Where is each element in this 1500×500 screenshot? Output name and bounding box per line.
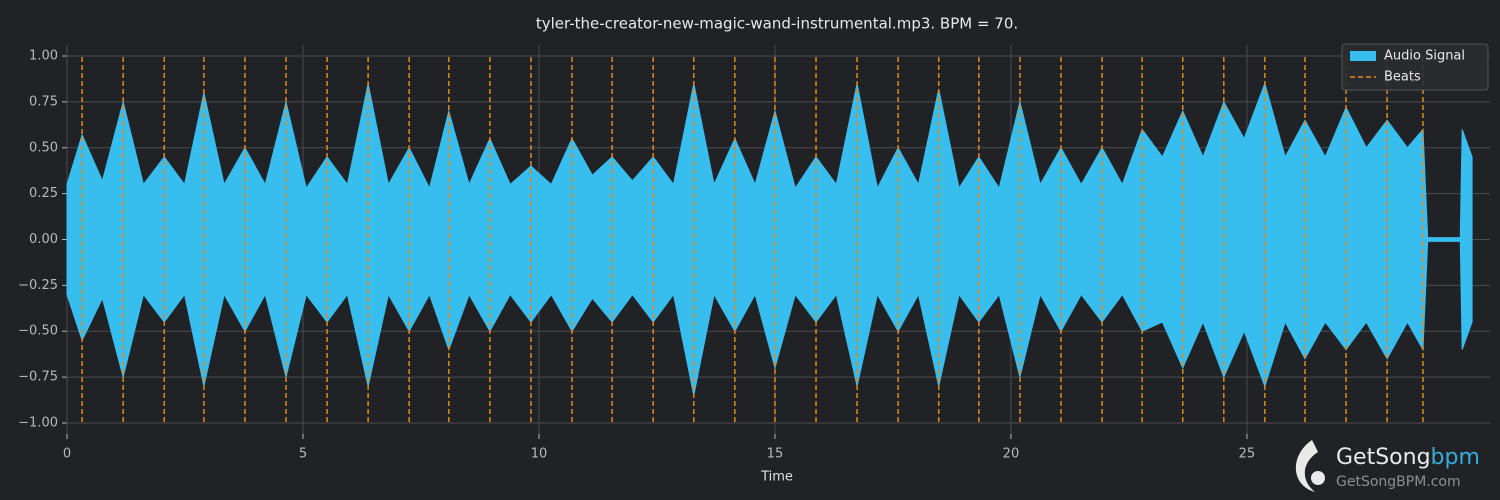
watermark-brand-accent: bpm: [1431, 445, 1480, 470]
y-tick-label: −0.25: [18, 278, 58, 293]
audio-area: [66, 239, 1473, 396]
y-tick-label: 0.00: [29, 232, 58, 247]
legend-swatch: [1350, 51, 1376, 61]
x-tick-label: 25: [1239, 447, 1256, 462]
x-tick-label: 15: [767, 447, 784, 462]
y-tick-label: 0.50: [29, 140, 58, 155]
watermark-logo: [1295, 440, 1318, 492]
x-tick-label: 20: [1003, 447, 1020, 462]
x-axis-label: Time: [760, 470, 793, 485]
chart-title: tyler-the-creator-new-magic-wand-instrum…: [536, 15, 1018, 33]
y-tick-label: −1.00: [18, 415, 58, 430]
legend: Audio Signal Beats: [1341, 43, 1489, 91]
watermark-brand-text: GetSong: [1336, 445, 1431, 470]
legend-box: [1341, 43, 1489, 91]
watermark: GetSongbpm GetSongBPM.com: [1295, 440, 1480, 492]
x-tick-label: 10: [531, 447, 548, 462]
x-tick-label: 0: [63, 447, 71, 462]
y-tick-label: 0.25: [29, 186, 58, 201]
y-tick-label: 1.00: [29, 49, 58, 64]
y-tick-label: −0.75: [18, 370, 58, 385]
legend-label: Audio Signal: [1384, 49, 1465, 64]
watermark-brand: GetSongbpm: [1336, 445, 1480, 470]
watermark-logo-dot: [1311, 471, 1325, 485]
legend-label: Beats: [1384, 70, 1421, 85]
audio-area: [66, 81, 1473, 240]
y-tick-label: −0.50: [18, 324, 58, 339]
y-tick-label: 0.75: [29, 94, 58, 109]
watermark-url: GetSongBPM.com: [1336, 474, 1461, 490]
x-tick-label: 5: [299, 447, 307, 462]
